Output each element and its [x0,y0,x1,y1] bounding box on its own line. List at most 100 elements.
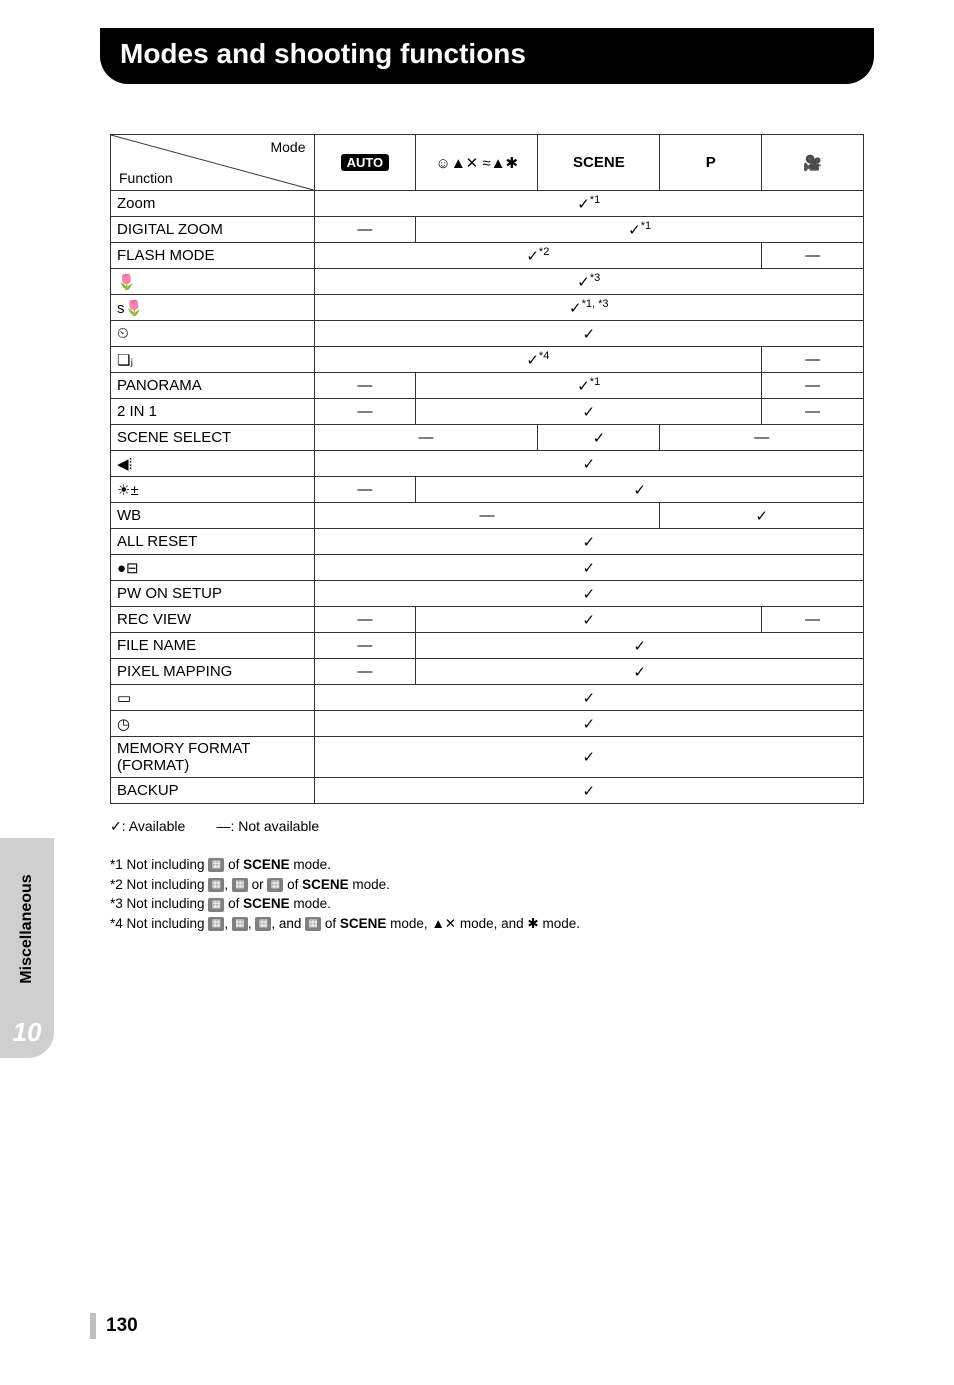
table-row: BACKUP✓ [111,778,864,804]
table-row: ●⊟✓ [111,555,864,581]
table-row: ☀±—✓ [111,477,864,503]
table-body: Zoom✓*1DIGITAL ZOOM—✓*1FLASH MODE✓*2—🌷✓*… [111,191,864,804]
note-4: *4 Not including ▦, ▦, ▦, and ▦ of SCENE… [110,914,864,934]
cell: — [314,503,660,529]
cell: — [314,217,416,243]
note-3: *3 Not including ▦ of SCENE mode. [110,894,864,914]
legend: ✓: Available —: Not available [110,818,864,835]
row-label: MEMORY FORMAT (FORMAT) [111,737,315,778]
page-number-bar: 130 [90,1313,138,1339]
table-row: PW ON SETUP✓ [111,581,864,607]
table-row: Zoom✓*1 [111,191,864,217]
table-row: DIGITAL ZOOM—✓*1 [111,217,864,243]
cell: — [660,425,864,451]
cell: ✓*2 [314,243,762,269]
note-1: *1 Not including ▦ of SCENE mode. [110,855,864,875]
cell: ✓*1 [314,191,864,217]
cell: ✓ [416,659,864,685]
row-label: Zoom [111,191,315,217]
legend-not-available: —: Not available [216,818,319,834]
row-label: 🌷 [111,269,315,295]
cell: — [762,243,864,269]
cell: ✓ [314,778,864,804]
table-row: 🌷✓*3 [111,269,864,295]
cell: ✓ [314,685,864,711]
row-label: ❏ⱼ [111,347,315,373]
cell: ✓ [314,737,864,778]
row-label: PIXEL MAPPING [111,659,315,685]
col-scene: SCENE [538,135,660,191]
cell: ✓ [416,477,864,503]
cell: ✓ [314,555,864,581]
cell: ✓*1, *3 [314,295,864,321]
cell: — [762,607,864,633]
cell: — [314,373,416,399]
row-label: ⏲ [111,321,315,347]
row-label: WB [111,503,315,529]
page-tick-icon [90,1313,96,1339]
table-row: FILE NAME—✓ [111,633,864,659]
table-row: SCENE SELECT—✓— [111,425,864,451]
cell: ✓*4 [314,347,762,373]
cell: — [314,633,416,659]
table-row: ▭✓ [111,685,864,711]
row-label: SCENE SELECT [111,425,315,451]
table-row: FLASH MODE✓*2— [111,243,864,269]
cell: ✓ [660,503,864,529]
cell: — [314,425,538,451]
row-label: REC VIEW [111,607,315,633]
cell: ✓ [314,711,864,737]
cell: ✓ [314,529,864,555]
table-row: s🌷✓*1, *3 [111,295,864,321]
col-movie: 🎥 [762,135,864,191]
col-p: P [660,135,762,191]
row-label: ◀⁞ [111,451,315,477]
row-label: FILE NAME [111,633,315,659]
cell: ✓ [416,633,864,659]
cell: ✓*3 [314,269,864,295]
table-row: WB—✓ [111,503,864,529]
cell: ✓ [314,451,864,477]
header-function-label: Function [119,170,173,186]
cell: ✓ [416,399,762,425]
modes-table: Mode Function AUTO ☺▲✕ ≈▲✱ SCENE P 🎥 Zoo… [110,134,864,804]
row-label: ▭ [111,685,315,711]
cell: — [762,399,864,425]
header-mode-label: Mode [270,139,305,155]
row-label: s🌷 [111,295,315,321]
page-title: Modes and shooting functions [100,28,874,84]
footnotes: *1 Not including ▦ of SCENE mode. *2 Not… [110,855,864,933]
table-row: ⏲✓ [111,321,864,347]
row-label: DIGITAL ZOOM [111,217,315,243]
cell: — [314,477,416,503]
row-label: ☀± [111,477,315,503]
table-row: ❏ⱼ✓*4— [111,347,864,373]
table-row: ◀⁞✓ [111,451,864,477]
table-row: MEMORY FORMAT (FORMAT)✓ [111,737,864,778]
row-label: ●⊟ [111,555,315,581]
table-row: 2 IN 1—✓— [111,399,864,425]
cell: — [314,607,416,633]
row-label: FLASH MODE [111,243,315,269]
cell: ✓ [538,425,660,451]
page-number: 130 [106,1315,138,1337]
legend-available: ✓: Available [110,818,185,834]
table-row: ALL RESET✓ [111,529,864,555]
cell: — [314,399,416,425]
row-label: ALL RESET [111,529,315,555]
cell: ✓ [314,321,864,347]
cell: — [314,659,416,685]
note-2: *2 Not including ▦, ▦ or ▦ of SCENE mode… [110,875,864,895]
cell: ✓*1 [416,217,864,243]
row-label: ◷ [111,711,315,737]
header-diagonal: Mode Function [111,135,315,191]
cell: — [762,373,864,399]
table-row: PANORAMA—✓*1— [111,373,864,399]
cell: ✓*1 [416,373,762,399]
row-label: BACKUP [111,778,315,804]
table-row: REC VIEW—✓— [111,607,864,633]
row-label: PANORAMA [111,373,315,399]
table-row: ◷✓ [111,711,864,737]
cell: ✓ [416,607,762,633]
cell: — [762,347,864,373]
